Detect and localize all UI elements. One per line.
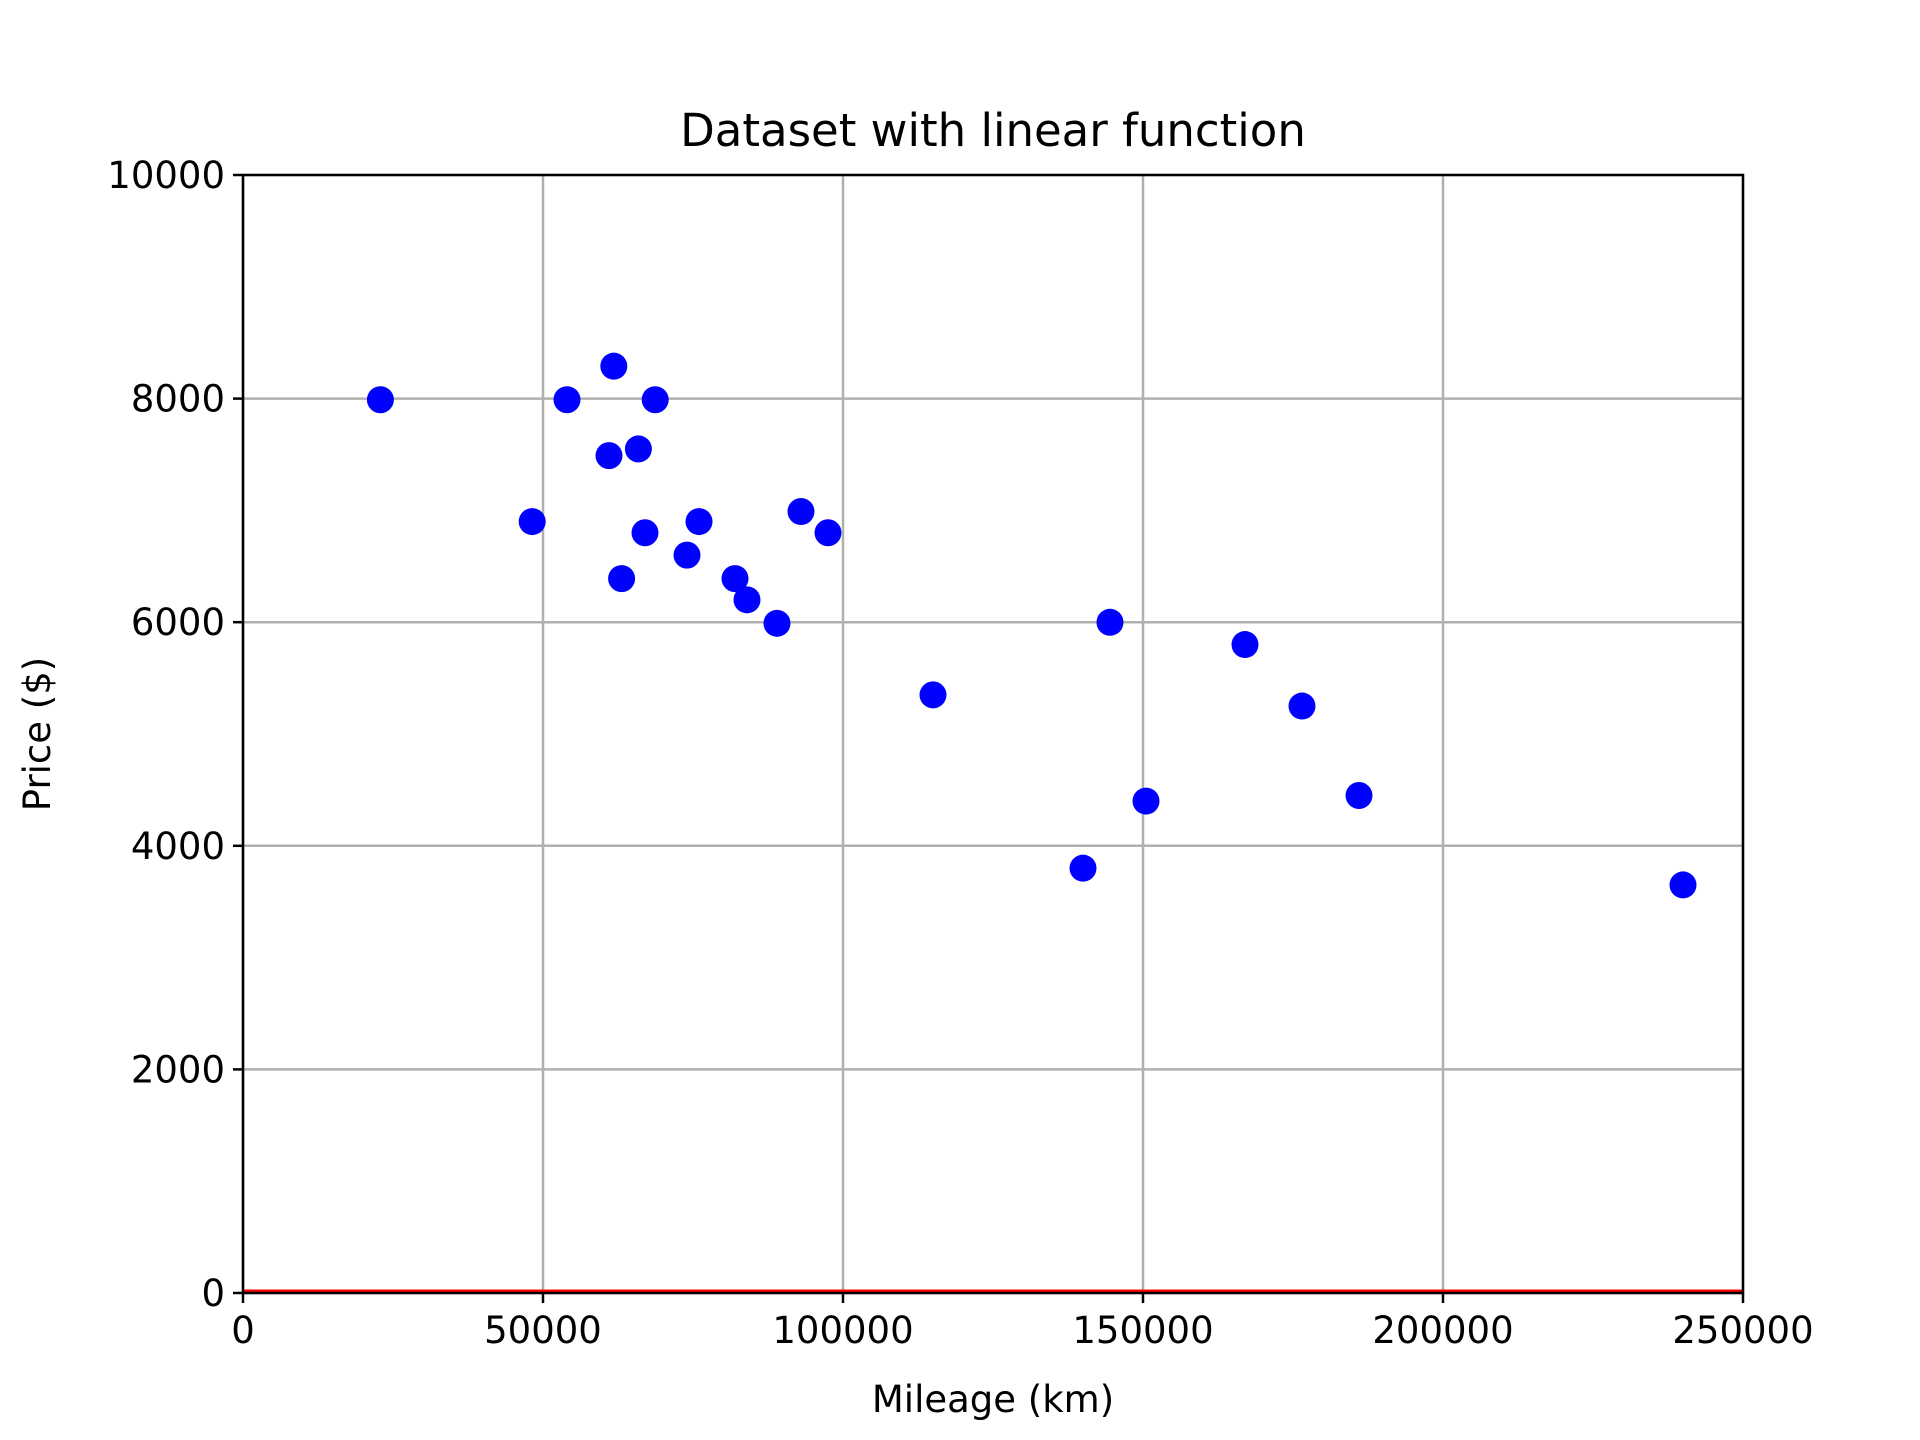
x-tick-label: 200000 — [1372, 1309, 1513, 1352]
x-axis-ticks: 0 50000 100000 150000 200000 250000 — [231, 1293, 1814, 1352]
x-tick-label: 150000 — [1072, 1309, 1213, 1352]
y-tick-label: 2000 — [131, 1048, 225, 1091]
x-axis-label: Mileage (km) — [872, 1378, 1114, 1421]
data-point — [631, 519, 659, 547]
y-axis-ticks: 0 2000 4000 6000 8000 10000 — [107, 154, 243, 1315]
data-points-layer — [366, 352, 1697, 899]
data-point — [624, 435, 652, 463]
grid — [241, 173, 1745, 1295]
data-point — [608, 565, 636, 593]
data-point — [641, 386, 669, 414]
data-point — [733, 586, 761, 614]
y-tick-label: 10000 — [107, 154, 225, 197]
data-point — [919, 681, 947, 709]
y-tick-label: 4000 — [131, 825, 225, 868]
data-point — [366, 386, 394, 414]
y-tick-label: 0 — [201, 1272, 225, 1315]
data-point — [721, 565, 749, 593]
data-point — [518, 508, 546, 536]
data-point — [763, 609, 791, 637]
x-tick-label: 100000 — [772, 1309, 913, 1352]
data-point — [1288, 692, 1316, 720]
plot-frame — [241, 173, 1745, 1295]
data-point — [1069, 854, 1097, 882]
data-point — [1345, 781, 1373, 809]
y-tick-label: 6000 — [131, 601, 225, 644]
y-tick-label: 8000 — [131, 378, 225, 421]
x-tick-label: 250000 — [1672, 1309, 1813, 1352]
x-tick-label: 0 — [231, 1309, 255, 1352]
data-point — [1231, 631, 1259, 659]
chart-title: Dataset with linear function — [680, 104, 1306, 157]
y-axis-label: Price ($) — [16, 657, 59, 811]
data-point — [787, 498, 815, 526]
data-point — [600, 352, 628, 380]
data-point — [1096, 608, 1124, 636]
data-point — [1132, 787, 1160, 815]
data-point — [553, 386, 581, 414]
data-point — [673, 541, 701, 569]
x-tick-label: 50000 — [484, 1309, 602, 1352]
data-point — [814, 519, 842, 547]
data-point — [1669, 871, 1697, 899]
data-point — [595, 442, 623, 470]
data-point — [685, 508, 713, 536]
